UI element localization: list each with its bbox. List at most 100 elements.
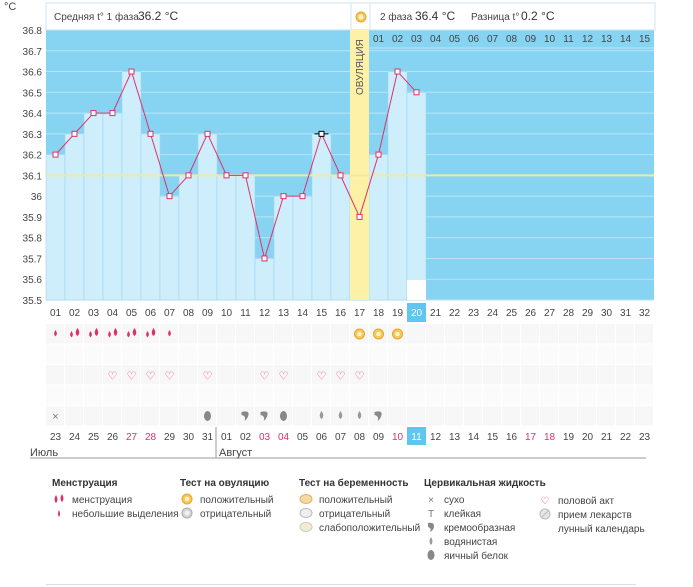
marker-cell[interactable]: [521, 385, 539, 406]
date-label[interactable]: 09: [373, 432, 385, 443]
date-label[interactable]: 19: [563, 432, 575, 443]
marker-cell[interactable]: [502, 406, 520, 426]
marker-cell[interactable]: [103, 344, 121, 365]
cycle-day-label[interactable]: 28: [563, 308, 575, 319]
marker-cell[interactable]: [445, 406, 463, 426]
date-label[interactable]: 23: [50, 432, 62, 443]
marker-cell[interactable]: [616, 406, 634, 426]
marker-cell[interactable]: [616, 365, 634, 385]
marker-cell[interactable]: [483, 365, 501, 385]
marker-cell[interactable]: [217, 406, 235, 426]
marker-cell[interactable]: [331, 365, 349, 385]
cycle-day-label[interactable]: 26: [525, 308, 537, 319]
marker-cell[interactable]: [350, 344, 368, 365]
marker-cell[interactable]: [540, 406, 558, 426]
date-label[interactable]: 17: [525, 432, 537, 443]
marker-cell[interactable]: [160, 385, 178, 406]
marker-cell[interactable]: [407, 365, 425, 385]
marker-cell[interactable]: [293, 406, 311, 426]
marker-cell[interactable]: [65, 385, 83, 406]
temperature-point[interactable]: [109, 110, 116, 117]
marker-cell[interactable]: [293, 385, 311, 406]
marker-cell[interactable]: [540, 324, 558, 344]
marker-cell[interactable]: [217, 324, 235, 344]
temperature-point[interactable]: [261, 255, 268, 262]
marker-cell[interactable]: [369, 344, 387, 365]
marker-cell[interactable]: [483, 344, 501, 365]
marker-cell[interactable]: [483, 324, 501, 344]
temperature-point[interactable]: [375, 151, 382, 158]
marker-cell[interactable]: [255, 365, 273, 385]
marker-cell[interactable]: [103, 324, 121, 344]
marker-cell[interactable]: [464, 365, 482, 385]
cycle-day-label[interactable]: 24: [487, 308, 499, 319]
marker-cell[interactable]: [597, 365, 615, 385]
marker-cell[interactable]: [103, 385, 121, 406]
marker-cell[interactable]: [179, 406, 197, 426]
marker-cell[interactable]: [179, 365, 197, 385]
marker-cell[interactable]: [179, 324, 197, 344]
marker-cell[interactable]: [540, 365, 558, 385]
temperature-point[interactable]: [166, 193, 173, 200]
date-label[interactable]: 15: [487, 432, 499, 443]
marker-cell[interactable]: [445, 344, 463, 365]
marker-cell[interactable]: [198, 324, 216, 344]
cycle-day-label[interactable]: 19: [392, 308, 404, 319]
marker-cell[interactable]: [616, 324, 634, 344]
temperature-point[interactable]: [147, 130, 154, 137]
date-label[interactable]: 21: [601, 432, 613, 443]
marker-cell[interactable]: [388, 344, 406, 365]
cycle-day-label[interactable]: 03: [88, 308, 100, 319]
date-label[interactable]: 26: [107, 432, 119, 443]
marker-cell[interactable]: [578, 365, 596, 385]
marker-cell[interactable]: [388, 385, 406, 406]
cycle-day-label[interactable]: 17: [354, 308, 366, 319]
marker-cell[interactable]: [559, 365, 577, 385]
marker-cell[interactable]: [141, 406, 159, 426]
marker-cell[interactable]: [255, 344, 273, 365]
cycle-day-label[interactable]: 22: [449, 308, 461, 319]
marker-cell[interactable]: [293, 344, 311, 365]
cycle-day-label[interactable]: 15: [316, 308, 328, 319]
marker-cell[interactable]: [483, 385, 501, 406]
marker-cell[interactable]: [464, 324, 482, 344]
date-label[interactable]: 20: [582, 432, 594, 443]
temperature-point[interactable]: [128, 68, 135, 75]
marker-cell[interactable]: [122, 385, 140, 406]
marker-cell[interactable]: [521, 365, 539, 385]
marker-cell[interactable]: [407, 385, 425, 406]
date-label[interactable]: 25: [88, 432, 100, 443]
cycle-day-label[interactable]: 07: [164, 308, 176, 319]
cycle-day-label[interactable]: 10: [221, 308, 233, 319]
marker-cell[interactable]: [502, 344, 520, 365]
marker-cell[interactable]: [160, 365, 178, 385]
marker-cell[interactable]: [236, 324, 254, 344]
cycle-day-label[interactable]: 11: [240, 308, 251, 319]
marker-cell[interactable]: [46, 365, 64, 385]
temperature-point[interactable]: [394, 68, 401, 75]
marker-cell[interactable]: [426, 324, 444, 344]
cycle-day-label[interactable]: 01: [50, 308, 62, 319]
marker-cell[interactable]: [464, 385, 482, 406]
marker-cell[interactable]: [65, 324, 83, 344]
date-label[interactable]: 29: [164, 432, 176, 443]
marker-cell[interactable]: [122, 406, 140, 426]
marker-cell[interactable]: [274, 344, 292, 365]
temperature-point[interactable]: [413, 89, 420, 96]
marker-cell[interactable]: [331, 344, 349, 365]
cycle-day-label[interactable]: 14: [297, 308, 309, 319]
marker-cell[interactable]: [331, 324, 349, 344]
marker-cell[interactable]: [84, 385, 102, 406]
marker-cell[interactable]: [483, 406, 501, 426]
marker-cell[interactable]: [350, 385, 368, 406]
date-label[interactable]: 07: [335, 432, 347, 443]
date-label[interactable]: 02: [240, 432, 252, 443]
cycle-day-label[interactable]: 23: [468, 308, 480, 319]
marker-cell[interactable]: [293, 324, 311, 344]
marker-cell[interactable]: [65, 365, 83, 385]
date-label[interactable]: 08: [354, 432, 366, 443]
cycle-day-label[interactable]: 18: [373, 308, 385, 319]
marker-cell[interactable]: [502, 385, 520, 406]
temperature-point[interactable]: [223, 172, 230, 179]
temperature-point[interactable]: [356, 213, 363, 220]
